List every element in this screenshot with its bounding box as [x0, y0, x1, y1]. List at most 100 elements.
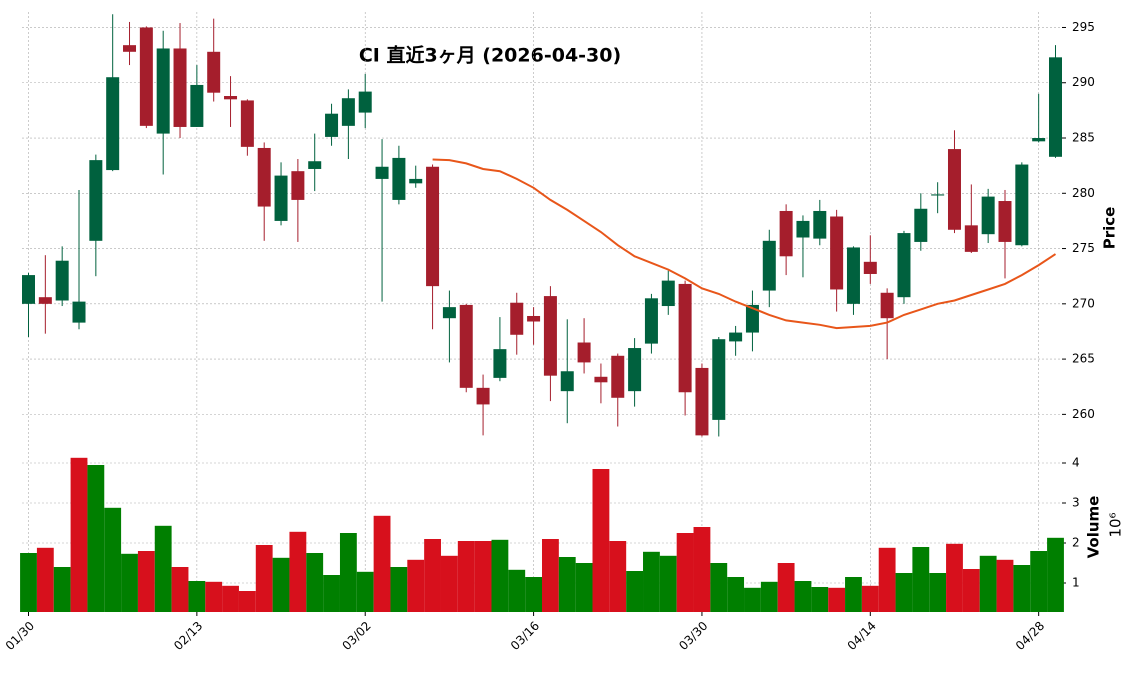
volume-bar [525, 577, 542, 612]
y-tick-label: 3 [1072, 496, 1080, 510]
candle-body [813, 210, 827, 239]
candle-body [729, 332, 743, 342]
candle-body [628, 348, 642, 392]
candle-body [1049, 57, 1062, 157]
candle-body [173, 48, 187, 127]
y-tick-label: 265 [1072, 352, 1095, 366]
candle-body [55, 260, 69, 301]
volume-bar [339, 533, 357, 612]
volume-bar [946, 543, 963, 612]
volume-bar [87, 465, 105, 612]
candle-body [594, 376, 608, 383]
volume-bar [188, 581, 206, 612]
candle-body [426, 166, 440, 287]
volume-bar [474, 541, 492, 612]
candle-body [240, 100, 254, 147]
volume-bar [710, 563, 728, 612]
candle-body [291, 171, 305, 200]
volume-bar [558, 557, 576, 612]
candle-body [375, 166, 389, 179]
volume-bar [171, 567, 189, 612]
volume-bar [895, 573, 913, 612]
volume-bar [794, 581, 812, 612]
candle-body [156, 48, 170, 134]
x-tick-label: 03/30 [676, 619, 710, 653]
volume-bar [592, 469, 610, 612]
candle-body [745, 304, 759, 333]
candle-body [611, 355, 625, 398]
volume-bar [760, 581, 778, 612]
volume-bar [457, 541, 475, 612]
candle-body [880, 292, 894, 319]
volume-bar [373, 515, 391, 612]
candle-body [392, 157, 406, 200]
y-tick-label: 4 [1072, 456, 1080, 470]
volume-bar [643, 551, 660, 612]
candle-body [779, 210, 793, 257]
y-tick-label: 275 [1072, 241, 1095, 255]
volume-bar [676, 533, 694, 612]
candle-body [358, 91, 372, 113]
candle-body [38, 297, 52, 304]
volume-bar [659, 555, 677, 612]
x-tick-label: 03/02 [339, 619, 373, 653]
candle-body [644, 298, 658, 344]
x-tick-label: 03/16 [508, 619, 542, 653]
candle-body [274, 175, 288, 221]
x-tick-label: 02/13 [171, 619, 205, 653]
candle-body [257, 147, 271, 207]
volume-bar [222, 585, 239, 612]
candle-body [914, 208, 928, 242]
volume-bar [542, 539, 559, 612]
candle-body [931, 194, 945, 196]
volume-bar [440, 555, 458, 612]
candle-body [476, 387, 490, 405]
volume-bar [609, 541, 627, 612]
candle-body [527, 315, 541, 322]
volume-bar [626, 571, 644, 612]
candle-body [442, 307, 456, 319]
candle-body [543, 296, 557, 376]
y-tick-label: 270 [1072, 296, 1095, 310]
candle-body [981, 196, 995, 235]
volume-bar [104, 507, 122, 612]
candle-body [510, 302, 524, 335]
candle-body [72, 301, 86, 323]
volume-bar [390, 567, 408, 612]
volume-bar [53, 567, 71, 612]
volume-bar [238, 591, 256, 612]
candle-body [123, 45, 137, 52]
volume-bar [491, 539, 509, 612]
candle-body [998, 201, 1012, 242]
volume-bar [727, 577, 745, 612]
candle-body [560, 371, 574, 392]
candle-body [89, 160, 103, 241]
volume-bar [777, 563, 795, 612]
candle-body [207, 51, 221, 93]
volume-bar [1047, 537, 1064, 612]
y-tick-label: 1 [1072, 576, 1080, 590]
volume-bar [356, 571, 374, 612]
x-tick-label: 04/28 [1013, 619, 1047, 653]
candle-body [863, 261, 877, 274]
volume-bar [912, 547, 930, 612]
y-tick-label: 295 [1072, 20, 1095, 34]
y-tick-label: 285 [1072, 131, 1095, 145]
volume-bar [878, 547, 896, 612]
volume-axis-label: Volume [1085, 496, 1103, 559]
volume-bar [979, 555, 997, 612]
volume-bar [137, 551, 155, 612]
y-axis-label: Price [1101, 207, 1119, 250]
volume-bar [575, 563, 593, 612]
x-tick-label: 04/14 [845, 619, 879, 653]
volume-bar [205, 581, 223, 612]
volume-bar [424, 539, 441, 612]
volume-bar [996, 559, 1014, 612]
candle-body [678, 283, 692, 393]
volume-bar [255, 545, 273, 612]
candle-body [1015, 164, 1029, 246]
volume-bar [20, 553, 37, 612]
volume-bar [70, 457, 88, 612]
volume-bar [693, 527, 711, 612]
